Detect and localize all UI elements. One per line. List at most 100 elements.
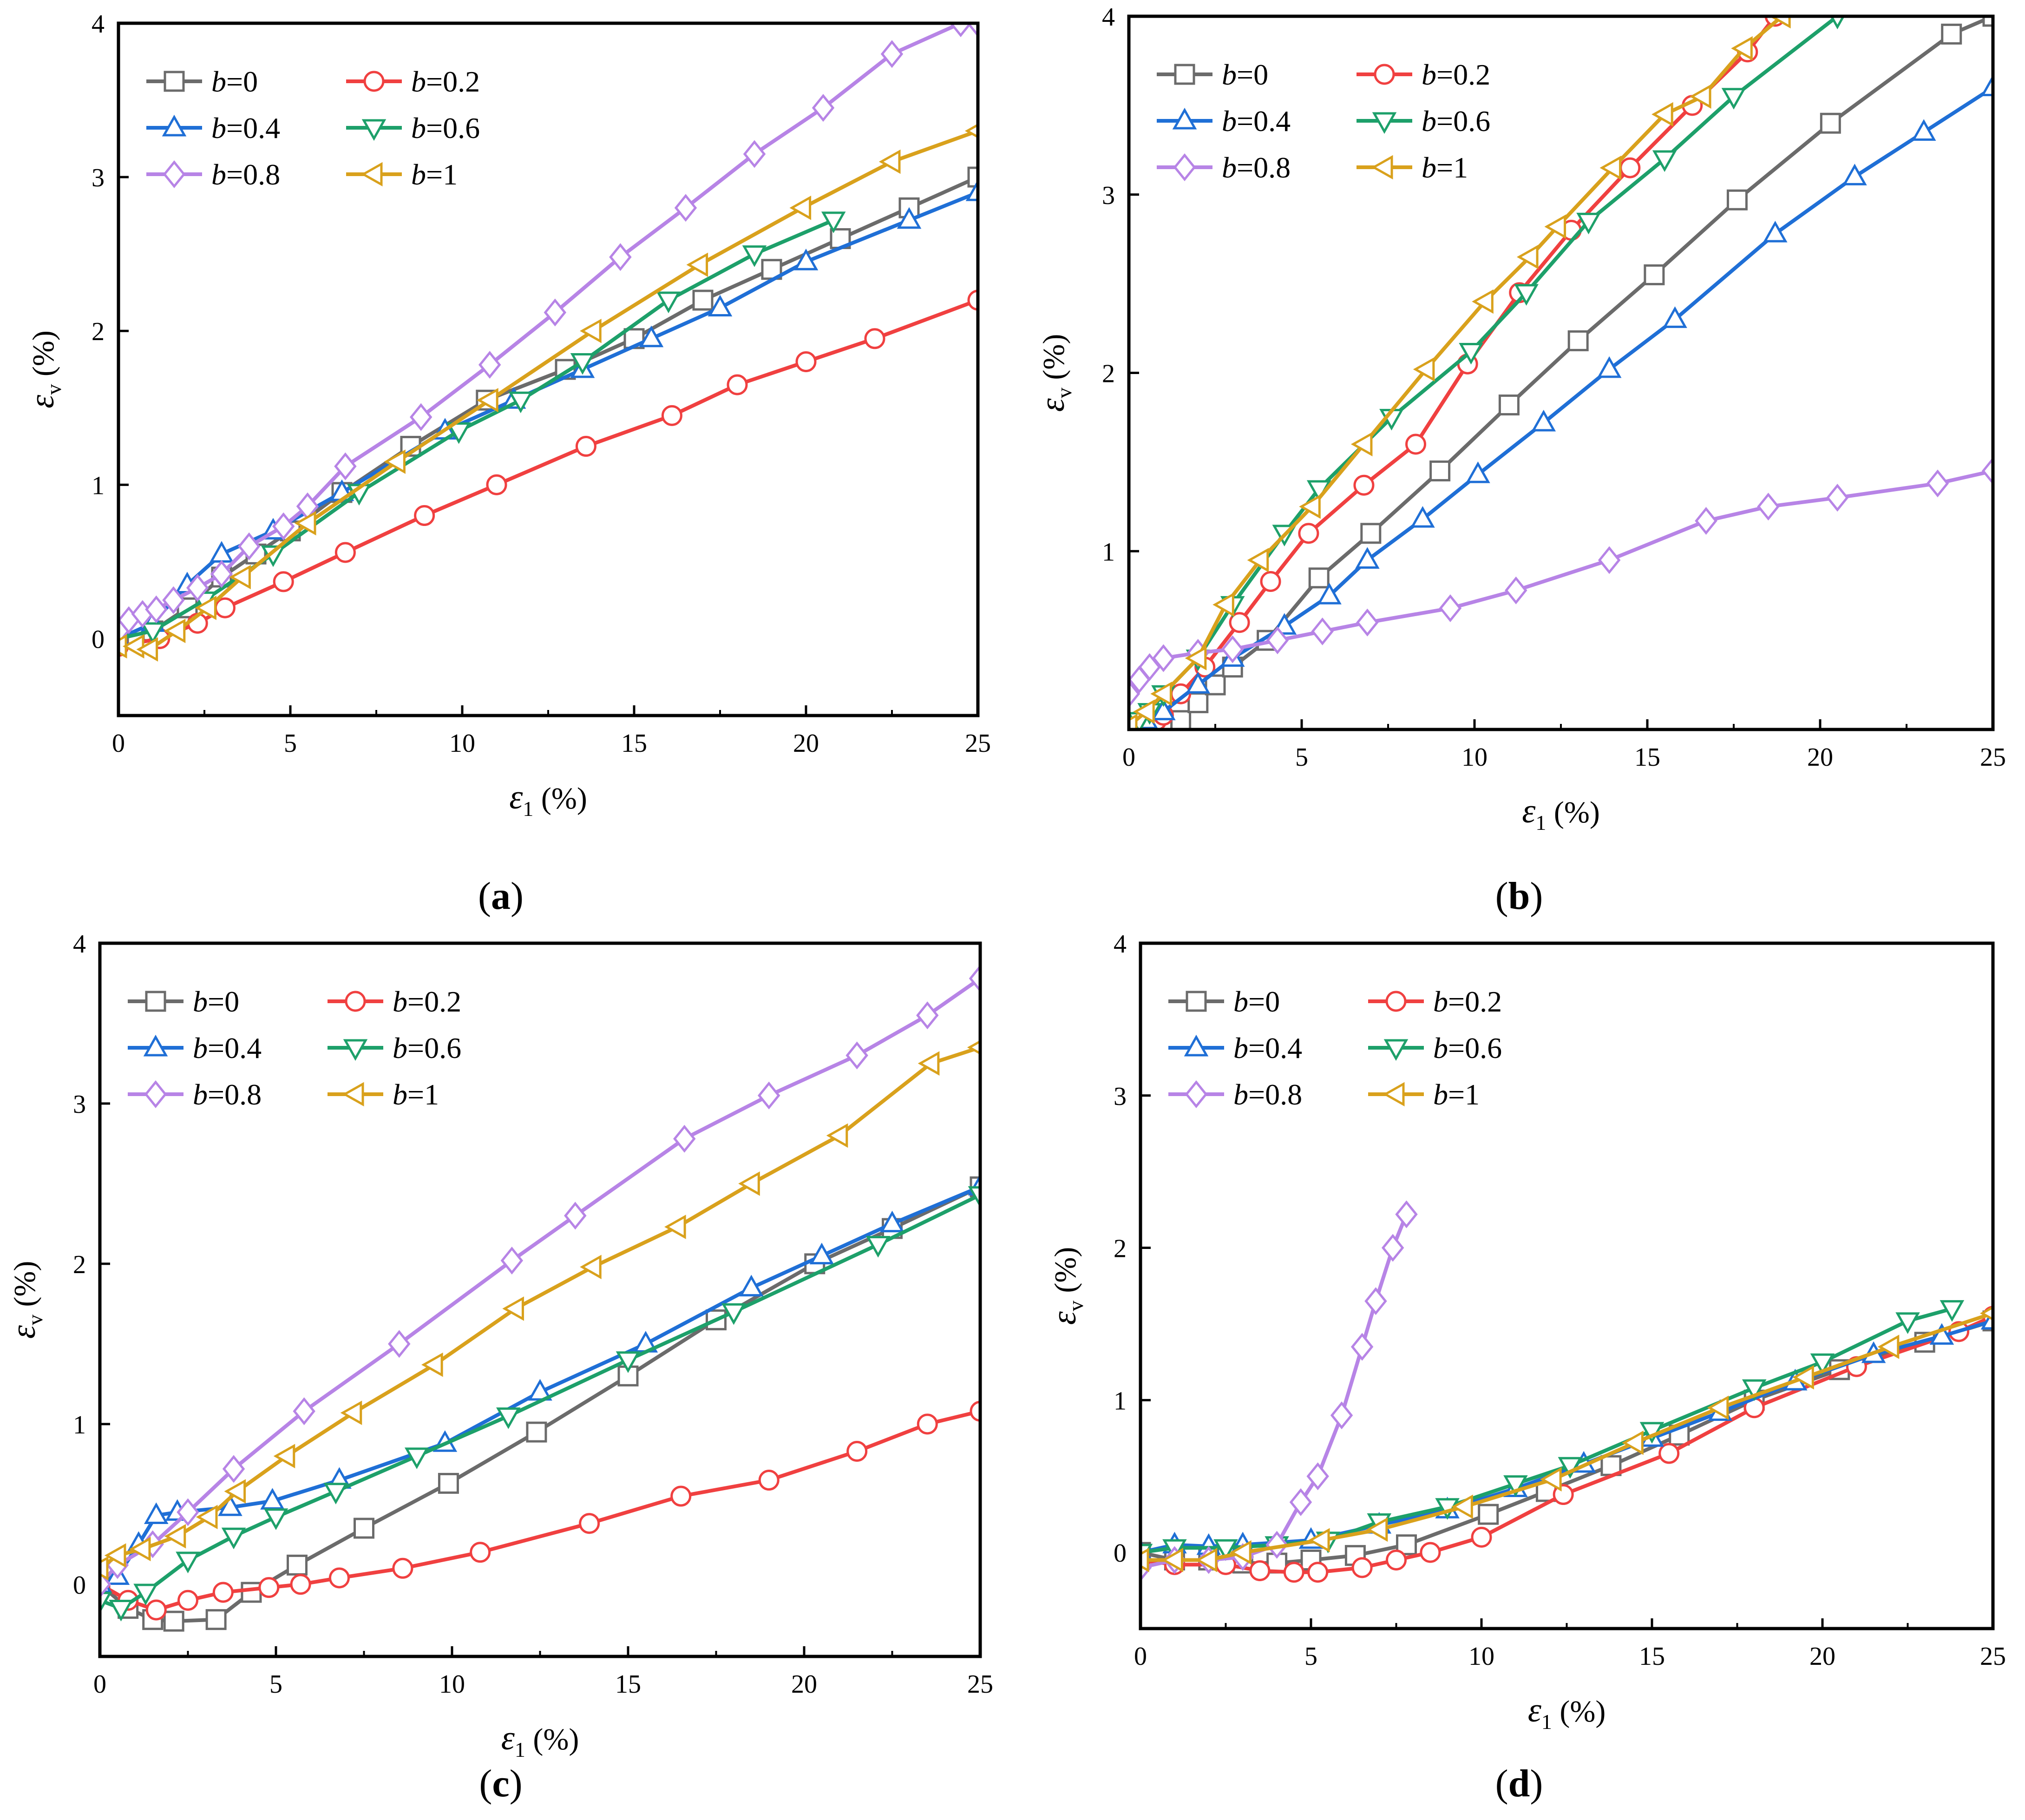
data-point-b04 (1466, 461, 1490, 483)
data-point-b02 (145, 1599, 167, 1621)
x-tick-label: 20 (1807, 743, 1833, 772)
legend-item-b06: b=0.6 (1357, 105, 1490, 138)
data-point-b04 (965, 179, 978, 201)
data-point-b1 (1212, 592, 1234, 617)
data-point-b02 (486, 474, 507, 495)
data-point-b0 (526, 1421, 547, 1443)
x-axis-label: ε1 (%) (501, 1719, 579, 1761)
data-point-b1 (1731, 36, 1753, 61)
y-tick-label: 2 (73, 1250, 86, 1279)
data-point-b1 (580, 318, 602, 343)
data-point-b1 (1161, 1548, 1183, 1572)
data-point-b08 (743, 140, 766, 168)
data-point-b1 (1540, 1467, 1562, 1492)
data-point-b1 (224, 1479, 246, 1504)
data-point-b0 (1820, 112, 1841, 134)
legend-item-b02: b=0.2 (1368, 985, 1502, 1018)
data-point-b02 (177, 1590, 198, 1611)
x-tick-label: 5 (269, 1670, 282, 1699)
data-point-b08 (222, 1455, 245, 1483)
data-point-b06 (100, 1591, 112, 1614)
data-point-b02 (334, 542, 356, 563)
data-point-b08 (334, 452, 357, 480)
data-point-b0 (1308, 567, 1330, 589)
data-point-b06 (140, 622, 165, 644)
data-point-b1 (1451, 1494, 1473, 1519)
chart-panel-a: 0 5 10 15 20 25 0 1 2 3 4 ε1 (%) εv (%) b=0 b=0.2 b=0.4… (23, 10, 991, 821)
data-point-b08 (1265, 1531, 1288, 1559)
legend-marker (1173, 153, 1196, 181)
x-tick-label: 10 (449, 729, 475, 758)
data-point-b04 (218, 1494, 242, 1516)
legend-marker (1174, 64, 1195, 85)
legend-marker (164, 71, 185, 92)
data-point-b1 (1413, 357, 1435, 382)
data-point-b02 (414, 505, 435, 526)
data-point-b1 (664, 1215, 686, 1239)
y-tick-label: 3 (92, 164, 105, 192)
data-point-b1 (1247, 548, 1269, 572)
data-point-b04 (639, 325, 664, 348)
data-point-b08 (1311, 617, 1334, 645)
data-point-b0 (163, 1610, 184, 1632)
data-point-b08 (1266, 626, 1289, 655)
data-point-b08 (210, 560, 233, 588)
data-point-b04 (1317, 583, 1342, 604)
data-point-b1 (789, 196, 812, 220)
x-axis-label: ε1 (%) (509, 778, 587, 821)
legend-item-b04: b=0.4 (1157, 105, 1291, 138)
data-point-b0 (1429, 460, 1451, 482)
data-point-b1 (1185, 646, 1207, 670)
x-tick-label: 25 (1980, 1642, 2006, 1671)
data-point-b02 (1386, 1550, 1407, 1570)
x-tick-label: 10 (439, 1670, 465, 1699)
data-point-b02 (795, 351, 817, 372)
data-point-b0 (1205, 674, 1226, 696)
data-point-b08 (1505, 576, 1527, 604)
data-point-b02 (470, 1542, 491, 1563)
plot-area (100, 964, 980, 1632)
data-point-b1 (502, 1296, 524, 1321)
data-point-b0 (1360, 523, 1382, 544)
x-tick-label: 25 (965, 729, 991, 758)
y-tick-label: 1 (1102, 538, 1115, 566)
legend-item-b0: b=0 (1168, 985, 1280, 1018)
x-tick-label: 10 (1461, 743, 1488, 772)
y-tick-label: 1 (92, 471, 105, 500)
data-point-b04 (708, 295, 733, 317)
data-point-b1 (229, 565, 251, 590)
data-point-b1 (1195, 1548, 1218, 1572)
data-point-b08 (1306, 1462, 1329, 1491)
data-point-b1 (294, 511, 316, 536)
legend-marker (145, 991, 166, 1012)
data-point-b06 (1503, 1475, 1528, 1497)
data-point-b0 (354, 1518, 374, 1539)
legend-label: b=0.4 (193, 1032, 262, 1064)
legend-item-b02: b=0.2 (328, 985, 461, 1018)
y-tick-label: 1 (73, 1411, 86, 1439)
data-point-b08 (100, 1570, 111, 1598)
legend-label: b=0.8 (193, 1078, 262, 1111)
data-point-b0 (438, 1472, 459, 1494)
plot-area (118, 23, 978, 662)
data-point-b02 (967, 289, 978, 311)
x-tick-label: 20 (791, 1670, 817, 1699)
data-point-b0 (692, 289, 714, 311)
data-point-b02 (328, 1567, 350, 1589)
legend-label: b=0.6 (1422, 105, 1490, 138)
legend-marker (1185, 1080, 1208, 1108)
panel-label-d: (d) (1495, 1762, 1543, 1805)
data-point-b08 (880, 40, 904, 68)
chart-panel-b: 0 5 10 15 20 25 1 2 3 4 ε1 (%) εv (%) b=0 b=0.2 b=0.4 b… (1034, 3, 2006, 834)
x-tick-label: 0 (112, 729, 125, 758)
data-point-b1 (1133, 699, 1155, 724)
legend-label: b=0 (193, 985, 239, 1018)
series-line-b1 (1140, 1311, 1993, 1562)
data-point-b02 (1553, 1484, 1574, 1505)
data-point-b08 (966, 23, 978, 37)
data-point-b06 (1213, 1539, 1238, 1561)
data-point-b08 (145, 595, 168, 624)
legend-label: b=0.8 (1233, 1078, 1302, 1111)
data-point-b1 (1472, 289, 1494, 314)
data-point-b1 (1516, 244, 1539, 269)
